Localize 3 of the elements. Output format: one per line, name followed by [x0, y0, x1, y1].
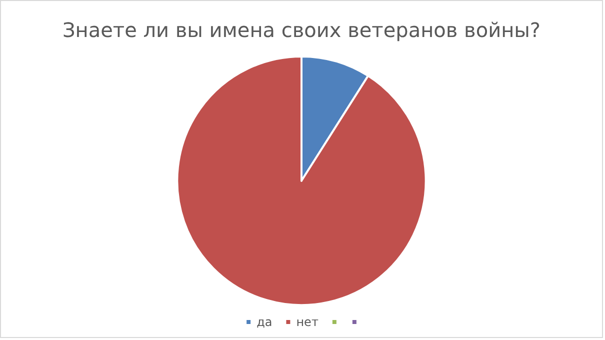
- legend-label: нет: [296, 315, 318, 329]
- legend-label: да: [256, 315, 272, 329]
- chart-title: Знаете ли вы имена своих ветеранов войны?: [62, 18, 541, 42]
